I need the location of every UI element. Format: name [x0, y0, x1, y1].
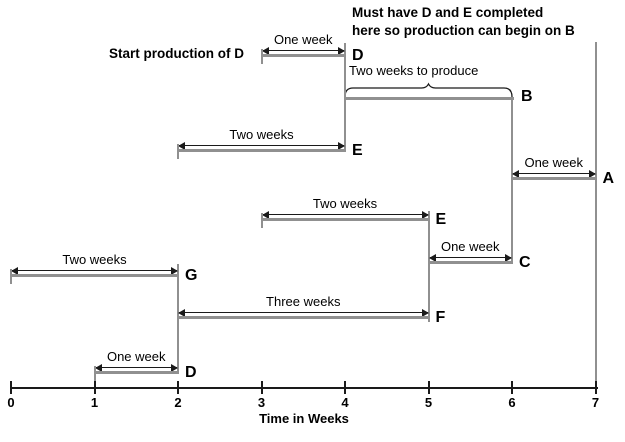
item-letter-a: A [602, 170, 615, 187]
duration-arrow [513, 173, 595, 174]
arrowhead-left-icon [261, 47, 269, 55]
end-bracket [260, 213, 263, 228]
x-axis-line [10, 387, 598, 389]
duration-label: Two weeks [229, 127, 294, 142]
arrowhead-right-icon [421, 309, 429, 317]
top-note-line2: here so production can begin on B [352, 23, 575, 38]
connector-line-week-6 [511, 97, 513, 264]
axis-tick-2 [177, 381, 179, 394]
axis-tick-1 [93, 381, 96, 394]
arrowhead-right-icon [505, 254, 512, 262]
item-letter-g: G [185, 267, 198, 284]
end-bracket [177, 144, 179, 159]
duration-label: Three weeks [266, 294, 341, 309]
item-letter-d: D [352, 47, 364, 64]
item-letter-d: D [185, 364, 197, 381]
arrowhead-right-icon [171, 364, 178, 372]
axis-tick-4 [344, 381, 346, 394]
gantt-bar-b [345, 97, 514, 100]
axis-tick-0 [10, 381, 12, 394]
axis-tick-label-3: 3 [257, 395, 266, 410]
connector-line-week-4 [344, 43, 346, 151]
x-axis-title: Time in Weeks [259, 411, 349, 426]
duration-arrow [95, 367, 177, 368]
axis-tick-label-5: 5 [424, 395, 433, 410]
axis-tick-label-7: 7 [591, 395, 600, 410]
arrowhead-left-icon [261, 211, 269, 219]
gantt-bar-a [512, 177, 597, 180]
gantt-bar-f [178, 316, 430, 319]
axis-tick-label-1: 1 [90, 395, 99, 410]
curly-brace-icon [344, 82, 513, 98]
end-bracket [93, 366, 96, 381]
arrowhead-left-icon [428, 254, 436, 262]
gantt-bar-c [428, 261, 513, 264]
gantt-bar-d [94, 371, 179, 374]
arrowhead-left-icon [178, 142, 185, 150]
duration-arrow [179, 145, 344, 146]
gantt-bar-g [11, 274, 179, 277]
top-note-line1: Must have D and E completed [352, 5, 544, 20]
duration-arrow [262, 50, 344, 51]
item-letter-e: E [352, 142, 363, 159]
axis-tick-7 [594, 381, 597, 394]
gantt-bar-d [261, 54, 346, 57]
arrowhead-right-icon [588, 170, 596, 178]
axis-tick-3 [260, 381, 263, 394]
arrowhead-left-icon [11, 267, 18, 275]
connector-line-week-5 [427, 211, 430, 322]
duration-arrow [429, 257, 511, 258]
item-letter-c: C [519, 254, 531, 271]
axis-tick-label-0: 0 [7, 395, 15, 410]
duration-label: Two weeks [62, 252, 127, 267]
axis-tick-5 [427, 381, 430, 394]
arrowhead-right-icon [338, 142, 345, 150]
connector-line-week-7 [594, 42, 597, 387]
gantt-bar-e [178, 149, 346, 152]
item-letter-b: B [521, 88, 533, 105]
item-letter-f: F [435, 309, 446, 326]
end-bracket [260, 49, 263, 64]
axis-tick-6 [511, 381, 513, 394]
arrowhead-right-icon [338, 47, 345, 55]
start-production-label: Start production of D [109, 46, 244, 61]
duration-label: One week [440, 239, 500, 254]
arrowhead-right-icon [421, 211, 429, 219]
gantt-bar-e [261, 218, 430, 221]
end-bracket [10, 269, 12, 284]
duration-label: Two weeks [312, 196, 378, 211]
duration-arrow [262, 214, 428, 215]
duration-label: One week [524, 155, 584, 170]
axis-tick-label-2: 2 [174, 395, 182, 410]
duration-label: One week [273, 32, 333, 47]
brace-duration-label: Two weeks to produce [349, 63, 479, 78]
duration-label: One week [106, 349, 166, 364]
arrowhead-left-icon [512, 170, 519, 178]
item-letter-e: E [435, 211, 447, 228]
axis-tick-label-6: 6 [508, 395, 516, 410]
arrowhead-left-icon [178, 309, 185, 317]
arrowhead-left-icon [94, 364, 102, 372]
axis-tick-label-4: 4 [341, 395, 349, 410]
duration-arrow [12, 270, 177, 271]
arrowhead-right-icon [171, 267, 178, 275]
duration-arrow [179, 312, 428, 313]
